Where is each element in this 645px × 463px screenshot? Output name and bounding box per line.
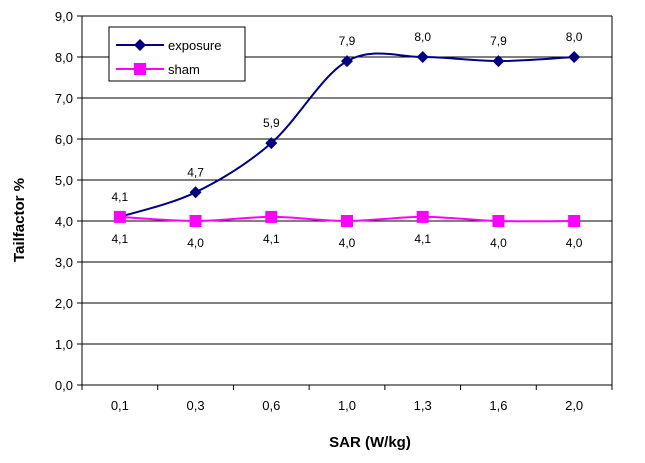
- y-tick-label: 7,0: [55, 91, 73, 106]
- y-tick-label: 8,0: [55, 50, 73, 65]
- data-label-exposure: 5,9: [263, 116, 280, 130]
- data-label-sham: 4,1: [263, 232, 280, 246]
- y-axis-title: Tailfactor %: [11, 178, 28, 262]
- point-exposure: [568, 51, 581, 63]
- data-label-exposure: 8,0: [566, 30, 583, 44]
- x-tick-label: 0,1: [111, 398, 129, 413]
- legend-exposure-marker: [134, 39, 146, 51]
- series-group: [113, 51, 581, 227]
- point-exposure: [265, 137, 278, 150]
- data-label-exposure: 7,9: [339, 34, 356, 48]
- y-tick-label: 2,0: [55, 296, 73, 311]
- legend-sham-marker: [134, 63, 146, 75]
- axes: [77, 15, 613, 390]
- point-sham: [189, 215, 202, 227]
- y-tick-label: 9,0: [55, 9, 73, 24]
- data-label-exposure: 4,1: [112, 190, 129, 204]
- data-label-exposure: 8,0: [414, 30, 431, 44]
- data-label-exposure: 4,7: [187, 165, 204, 179]
- y-tick-labels: 0,0 1,0 2,0 3,0 4,0 5,0 6,0 7,0 8,0 9,0: [55, 9, 73, 393]
- x-tick-label: 1,0: [338, 398, 356, 413]
- data-label-sham: 4,0: [490, 236, 507, 250]
- x-axis-title: SAR (W/kg): [329, 434, 411, 451]
- legend-exposure-label: exposure: [168, 38, 221, 53]
- point-exposure: [492, 55, 505, 68]
- data-label-sham: 4,1: [112, 232, 129, 246]
- x-tick-label: 0,6: [262, 398, 280, 413]
- data-label-sham: 4,0: [187, 236, 204, 250]
- x-tick-label: 0,3: [187, 398, 205, 413]
- point-sham: [113, 210, 126, 223]
- point-exposure: [341, 55, 353, 68]
- y-tick-label: 0,0: [55, 378, 73, 393]
- x-tick-label: 1,3: [414, 398, 432, 413]
- legend-sham-label: sham: [168, 62, 200, 77]
- x-tick-label: 1,6: [489, 398, 507, 413]
- legend: exposure sham: [108, 26, 246, 82]
- point-sham: [341, 215, 353, 227]
- point-sham: [568, 215, 581, 227]
- y-tick-label: 5,0: [55, 173, 73, 188]
- point-sham: [492, 215, 505, 227]
- y-tick-label: 3,0: [55, 255, 73, 270]
- data-label-sham: 4,0: [566, 236, 583, 250]
- y-tick-label: 6,0: [55, 132, 73, 147]
- data-label-sham: 4,1: [414, 232, 431, 246]
- point-exposure: [416, 51, 429, 63]
- legend-box: [108, 26, 246, 82]
- point-sham: [416, 210, 429, 223]
- point-exposure: [189, 186, 202, 199]
- data-labels: 4,1 4,7 5,9 7,9 8,0 7,9 8,0 4,1 4,0 4,1 4,0 4,1 4,0 4…: [112, 30, 583, 250]
- y-tick-label: 4,0: [55, 214, 73, 229]
- data-label-exposure: 7,9: [490, 34, 507, 48]
- x-tick-label: 2,0: [565, 398, 583, 413]
- y-tick-label: 1,0: [55, 337, 73, 352]
- data-label-sham: 4,0: [339, 236, 356, 250]
- point-sham: [265, 210, 278, 223]
- x-tick-labels: 0,1 0,3 0,6 1,0 1,3 1,6 2,0: [111, 398, 583, 413]
